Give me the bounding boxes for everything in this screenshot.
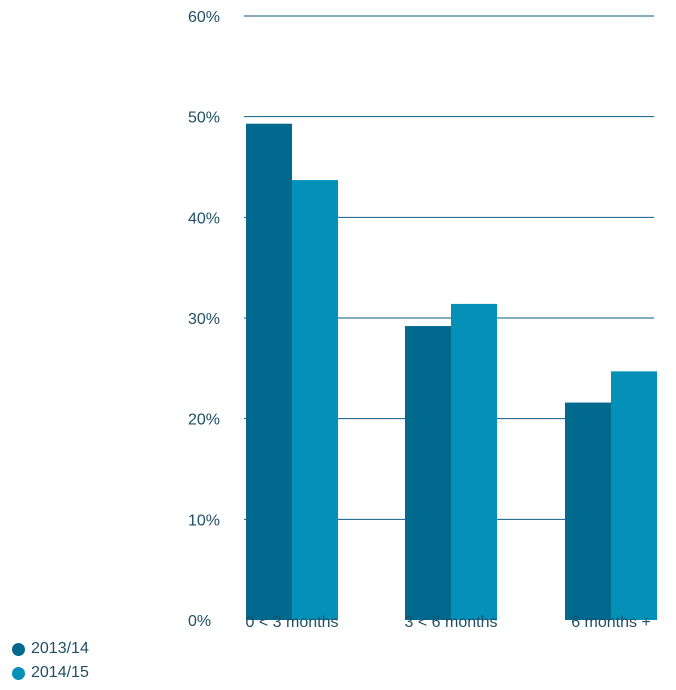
- y-tick-label: 20%: [188, 412, 220, 429]
- legend-label-series-1: 2013/14: [31, 640, 89, 657]
- legend-swatch-series-1: [12, 642, 25, 656]
- legend-swatch-series-2: [12, 666, 25, 680]
- bars: [246, 123, 657, 621]
- legend: 2013/14 2014/15: [12, 638, 89, 686]
- x-category-label: 0 < 3 months: [246, 614, 339, 631]
- x-category-label: 6 months +: [571, 614, 651, 631]
- bar-1-2: [405, 326, 451, 620]
- y-tick-label: 30%: [188, 311, 220, 328]
- bar-2-1: [292, 180, 338, 620]
- labels: 0% 10% 20% 30% 40% 50% 60% 0 < 3 months 3 < 6 mo…: [188, 9, 651, 631]
- y-tick-label: 60%: [188, 9, 220, 26]
- x-category-label: 3 < 6 months: [405, 614, 498, 631]
- y-tick-label: 40%: [188, 210, 220, 227]
- bar-2-2: [451, 303, 497, 620]
- y-tick-label: 50%: [188, 110, 220, 127]
- bar-1-3: [565, 402, 611, 620]
- legend-label-series-2: 2014/15: [31, 664, 89, 681]
- y-tick-label: 0%: [188, 613, 211, 630]
- bar-1-1: [246, 123, 292, 621]
- legend-item-series-2: 2014/15: [12, 662, 89, 684]
- y-tick-label: 10%: [188, 512, 220, 529]
- legend-item-series-1: 2013/14: [12, 638, 89, 660]
- bar-2-3: [611, 371, 657, 620]
